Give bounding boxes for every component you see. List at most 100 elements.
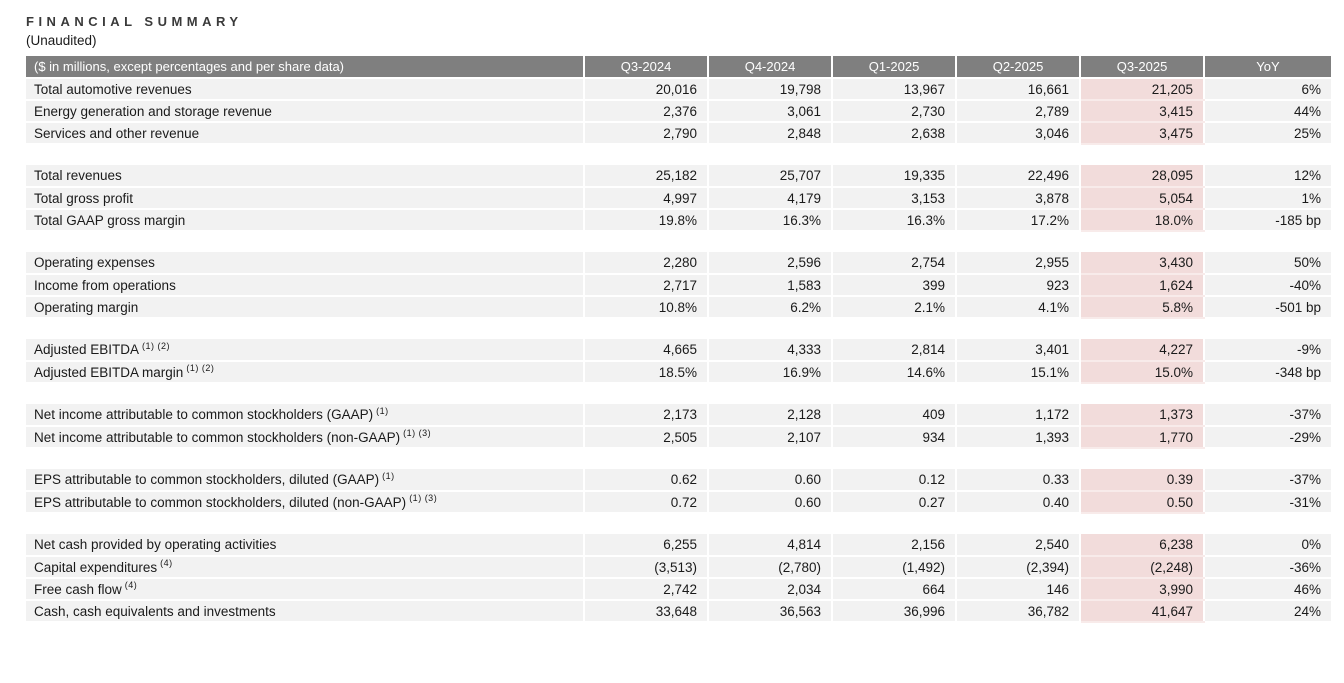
cell-q1-2025: 934 xyxy=(831,426,956,449)
row-label: Operating margin xyxy=(26,296,584,319)
table-row: Cash, cash equivalents and investments 33… xyxy=(26,600,1331,623)
row-label: Net income attributable to common stockh… xyxy=(26,404,584,427)
cell-yoy: -185 bp xyxy=(1203,209,1331,232)
cell-q2-2025: 3,878 xyxy=(955,187,1080,210)
cell-q1-2025: 36,996 xyxy=(831,600,956,623)
row-label: Total automotive revenues xyxy=(26,78,584,101)
cell-q1-2025: 409 xyxy=(831,404,956,427)
cell-q4-2024: 2,107 xyxy=(707,426,832,449)
cell-yoy: -9% xyxy=(1203,339,1331,362)
group-spacer-cell xyxy=(26,144,1331,165)
footnote-superscript: (1) xyxy=(382,470,395,481)
row-label: Free cash flow (4) xyxy=(26,578,584,601)
footnote-superscript: (1) (2) xyxy=(186,363,215,373)
cell-q3-2025: 1,770 xyxy=(1079,426,1204,449)
page-subtitle: (Unaudited) xyxy=(26,33,97,48)
row-label: Energy generation and storage revenue xyxy=(26,100,584,123)
cell-q2-2025: 2,789 xyxy=(955,100,1080,123)
table-row: Total gross profit 4,997 4,179 3,153 3,878 5,… xyxy=(26,187,1331,210)
group-spacer-row xyxy=(26,318,1331,339)
cell-q3-2024: 2,376 xyxy=(583,100,708,123)
cell-q3-2025: 21,205 xyxy=(1079,78,1204,101)
row-label: Net cash provided by operating activitie… xyxy=(26,534,584,557)
cell-q3-2024: 2,505 xyxy=(583,426,708,449)
row-label: Services and other revenue xyxy=(26,122,584,145)
cell-q2-2025: 3,401 xyxy=(955,339,1080,362)
cell-q3-2024: 18.5% xyxy=(583,361,708,384)
cell-q4-2024: 36,563 xyxy=(707,600,832,623)
table-header-row: ($ in millions, except percentages and p… xyxy=(26,56,1331,79)
table-row: Net cash provided by operating activitie… xyxy=(26,534,1331,557)
cell-q1-2025: 2,814 xyxy=(831,339,956,362)
cell-q3-2025: 6,238 xyxy=(1079,534,1204,557)
col-header-description: ($ in millions, except percentages and p… xyxy=(26,56,584,79)
cell-q1-2025: 2.1% xyxy=(831,296,956,319)
cell-q2-2025: 2,955 xyxy=(955,252,1080,275)
col-header-q2-2025: Q2-2025 xyxy=(955,56,1080,79)
cell-q2-2025: 4.1% xyxy=(955,296,1080,319)
col-header-yoy: YoY xyxy=(1203,56,1331,79)
table-row: Adjusted EBITDA margin (1) (2) 18.5% 16.9% 1… xyxy=(26,361,1331,384)
row-label: Total revenues xyxy=(26,165,584,188)
footnote-superscript: (4) xyxy=(160,558,173,568)
table-row: Net income attributable to common stockh… xyxy=(26,426,1331,449)
table-row: Total automotive revenues 20,016 19,798 13,… xyxy=(26,78,1331,101)
cell-q3-2024: 33,648 xyxy=(583,600,708,623)
cell-q2-2025: 1,172 xyxy=(955,404,1080,427)
cell-q3-2024: 4,997 xyxy=(583,187,708,210)
table-row: Energy generation and storage revenue 2,3… xyxy=(26,100,1331,123)
cell-q1-2025: 664 xyxy=(831,578,956,601)
cell-q2-2025: 146 xyxy=(955,578,1080,601)
cell-q1-2025: 399 xyxy=(831,274,956,297)
cell-yoy: 6% xyxy=(1203,78,1331,101)
cell-yoy: 12% xyxy=(1203,165,1331,188)
page: FINANCIAL SUMMARY (Unaudited) ($ in mill… xyxy=(26,14,1331,623)
cell-q4-2024: 6.2% xyxy=(707,296,832,319)
row-label: Adjusted EBITDA margin (1) (2) xyxy=(26,361,584,384)
cell-q1-2025: 2,638 xyxy=(831,122,956,145)
cell-q4-2024: 0.60 xyxy=(707,469,832,492)
cell-q3-2025: 18.0% xyxy=(1079,209,1204,232)
cell-q4-2024: 0.60 xyxy=(707,491,832,514)
col-header-q4-2024: Q4-2024 xyxy=(707,56,832,79)
cell-q4-2024: 19,798 xyxy=(707,78,832,101)
table-row: EPS attributable to common stockholders,… xyxy=(26,469,1331,492)
cell-q1-2025: 19,335 xyxy=(831,165,956,188)
table-row: Income from operations 2,717 1,583 399 923 1,… xyxy=(26,274,1331,297)
cell-q4-2024: 16.3% xyxy=(707,209,832,232)
cell-q1-2025: (1,492) xyxy=(831,556,956,579)
group-spacer-row xyxy=(26,231,1331,252)
cell-q3-2024: 2,280 xyxy=(583,252,708,275)
col-header-q1-2025: Q1-2025 xyxy=(831,56,956,79)
table-row: Net income attributable to common stockh… xyxy=(26,404,1331,427)
cell-yoy: 1% xyxy=(1203,187,1331,210)
row-label: Adjusted EBITDA (1) (2) xyxy=(26,339,584,362)
row-label: EPS attributable to common stockholders,… xyxy=(26,491,584,514)
col-header-q3-2024: Q3-2024 xyxy=(583,56,708,79)
row-label: Total GAAP gross margin xyxy=(26,209,584,232)
cell-q1-2025: 13,967 xyxy=(831,78,956,101)
row-label: Total gross profit xyxy=(26,187,584,210)
cell-q3-2024: 2,742 xyxy=(583,578,708,601)
group-spacer-cell xyxy=(26,383,1331,404)
footnote-superscript: (4) xyxy=(124,580,138,590)
cell-yoy: 25% xyxy=(1203,122,1331,145)
cell-q3-2025: 3,415 xyxy=(1079,100,1204,123)
cell-yoy: -37% xyxy=(1203,404,1331,427)
cell-q3-2024: 2,790 xyxy=(583,122,708,145)
cell-q3-2024: 0.72 xyxy=(583,491,708,514)
cell-q3-2025: 0.39 xyxy=(1079,469,1204,492)
cell-q4-2024: 4,333 xyxy=(707,339,832,362)
table-row: Services and other revenue 2,790 2,848 2,63… xyxy=(26,122,1331,145)
cell-q4-2024: (2,780) xyxy=(707,556,832,579)
footnote-superscript: (1) (3) xyxy=(409,493,438,503)
table-row: Total revenues 25,182 25,707 19,335 22,496 28… xyxy=(26,165,1331,188)
cell-q4-2024: 2,848 xyxy=(707,122,832,145)
cell-q4-2024: 1,583 xyxy=(707,274,832,297)
row-label: EPS attributable to common stockholders,… xyxy=(26,469,584,492)
cell-q3-2025: 4,227 xyxy=(1079,339,1204,362)
cell-q2-2025: 36,782 xyxy=(955,600,1080,623)
cell-q4-2024: 2,128 xyxy=(707,404,832,427)
group-spacer-cell xyxy=(26,513,1331,534)
cell-q1-2025: 2,156 xyxy=(831,534,956,557)
